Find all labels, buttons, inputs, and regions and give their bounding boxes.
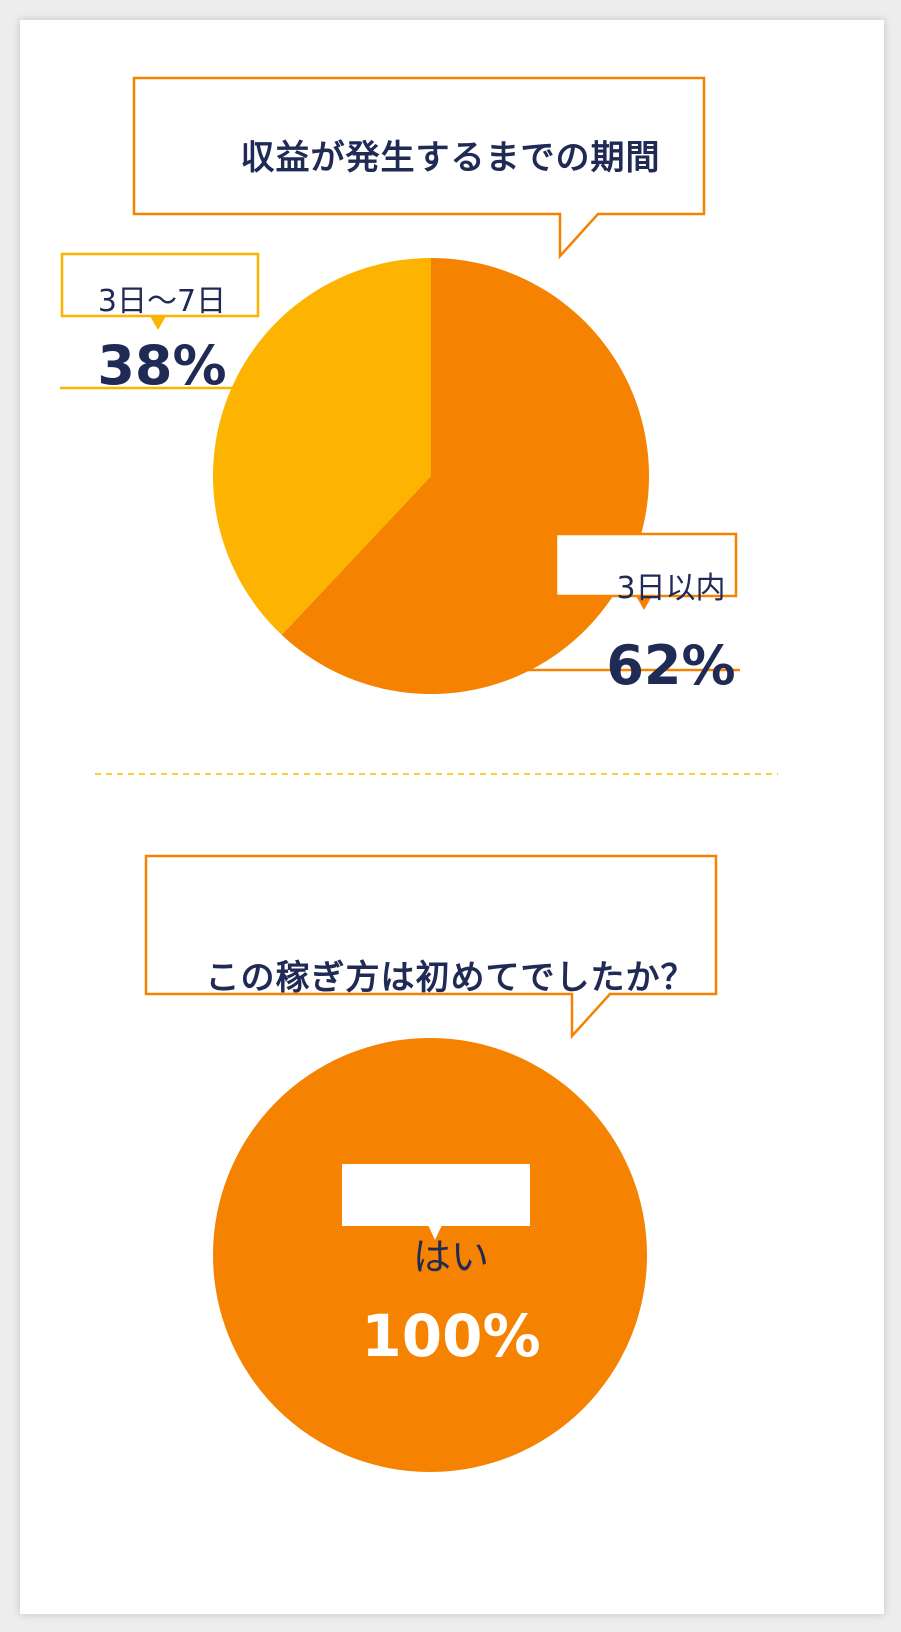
pie-chart-period: [213, 258, 649, 694]
slice-label-yes: はい: [412, 1235, 489, 1279]
label-pointer-within-3days: [636, 596, 652, 610]
pie2-slice-0: [213, 1038, 647, 1472]
chart-title-period: 収益が発生するまでの期間: [240, 138, 661, 178]
slice-label-3-7days: 3日〜7日: [97, 284, 227, 319]
slice-label-within-3days: 3日以内: [616, 571, 726, 606]
label-pointer-yes: [428, 1225, 442, 1240]
slice-value-3-7days: 38%: [97, 334, 227, 397]
label-pointer-3-7days: [150, 316, 166, 330]
label-box-yes: [342, 1164, 530, 1226]
title-bubble-1: [132, 76, 706, 260]
chart-title-first-time: この稼ぎ方は初めてでしたか？: [205, 958, 696, 998]
pie-chart-first-time: [213, 1038, 647, 1472]
title-bubble-2: [144, 854, 718, 1040]
pie1-slice-1: [213, 258, 431, 635]
slice-value-within-3days: 62%: [606, 634, 736, 697]
slice-value-yes: 100%: [361, 1302, 541, 1370]
label-box-within-3days: [554, 532, 738, 598]
